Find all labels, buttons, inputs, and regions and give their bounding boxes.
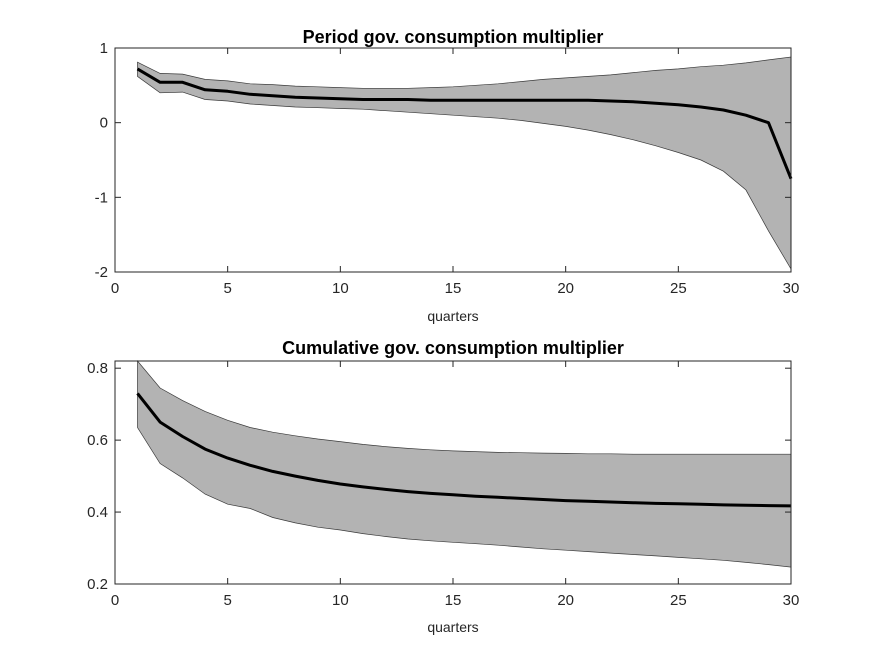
x-tick-label: 30 [783,280,800,297]
x-tick-label: 25 [670,280,687,297]
chart-title: Period gov. consumption multiplier [303,27,604,47]
y-tick-label: 0 [100,115,108,132]
x-axis-label: quarters [427,308,478,324]
x-tick-label: 0 [111,592,119,609]
x-tick-label: 10 [332,280,349,297]
median-line [136,67,793,180]
x-tick-label: 0 [111,280,119,297]
x-tick-label: 25 [670,592,687,609]
x-tick-label: 15 [445,592,462,609]
y-tick-label: 0.2 [87,576,108,593]
chart-title: Cumulative gov. consumption multiplier [282,338,624,358]
panel-period-multiplier: Period gov. consumption multiplier 0 5 10 1… [95,27,800,324]
y-tick-label: 0.8 [87,360,108,377]
median-line [136,392,792,508]
x-tick-label: 15 [445,280,462,297]
y-tick-label: 0.4 [87,504,108,521]
panel-cumulative-multiplier: Cumulative gov. consumption multiplier 0… [87,338,799,635]
x-axis-label: quarters [427,619,478,635]
y-tick-label: 1 [100,40,108,57]
x-tick-label: 20 [557,592,574,609]
plot-area: 0 5 10 15 20 25 30 0.2 0.4 0.6 0.8 [87,360,799,609]
x-tick-label: 10 [332,592,349,609]
y-tick-label: -1 [95,189,108,206]
x-tick-label: 20 [557,280,574,297]
x-tick-label: 30 [783,592,800,609]
y-tick-label: -2 [95,264,108,281]
plot-area: 0 5 10 15 20 25 30 -2 -1 0 1 [95,40,800,297]
x-tick-label: 5 [223,592,231,609]
y-tick-label: 0.6 [87,432,108,449]
x-tick-label: 5 [223,280,231,297]
